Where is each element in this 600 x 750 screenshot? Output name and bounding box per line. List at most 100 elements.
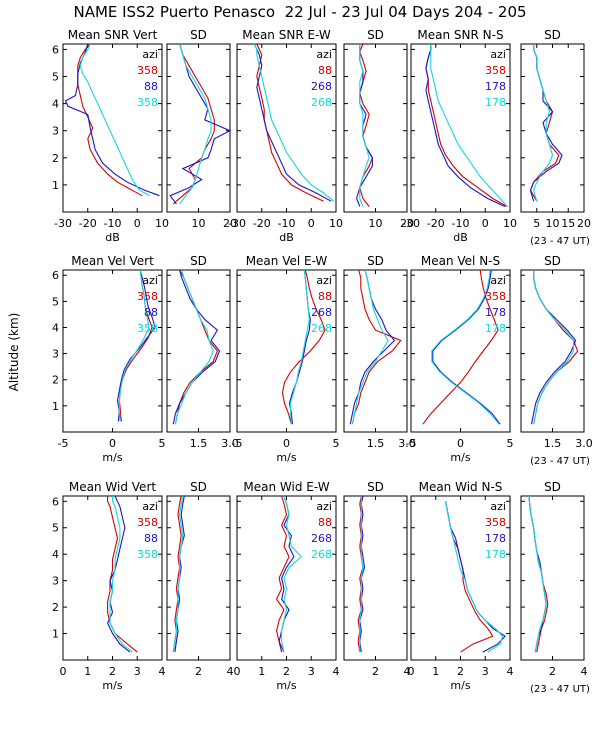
panel-frame bbox=[520, 269, 585, 433]
x-axis-label: dB bbox=[105, 231, 120, 244]
x-tick-label: 0 bbox=[408, 665, 415, 678]
panel-frame bbox=[166, 269, 231, 433]
x-tick-label: 2 bbox=[549, 665, 556, 678]
x-tick-label: 0 bbox=[457, 437, 464, 450]
panel-10 bbox=[343, 269, 408, 433]
legend-header: azi bbox=[316, 274, 332, 287]
panel-2 bbox=[166, 43, 232, 213]
panel-title: Mean Wid N-S bbox=[419, 480, 503, 494]
legend-entry-blue: 88 bbox=[144, 80, 158, 93]
series-line-cyan bbox=[351, 269, 389, 425]
x-tick-label: 5 bbox=[333, 437, 340, 450]
x-tick-label: 2 bbox=[372, 665, 379, 678]
panel-frame bbox=[166, 495, 231, 661]
y-tick-label: 5 bbox=[52, 71, 59, 84]
x-axis-label: m/s bbox=[450, 679, 470, 692]
x-tick-label: 4 bbox=[404, 665, 411, 678]
legend-entry-red: 358 bbox=[137, 290, 158, 303]
y-tick-label: 3 bbox=[52, 348, 59, 361]
x-tick-label: 2 bbox=[195, 665, 202, 678]
legend-entry-red: 88 bbox=[318, 290, 332, 303]
panel-title: SD bbox=[544, 480, 561, 494]
x-tick-label: -30 bbox=[402, 217, 420, 230]
y-tick-label: 2 bbox=[52, 152, 59, 165]
x-tick-label: 4 bbox=[581, 665, 588, 678]
panel-title: Mean Vel N-S bbox=[421, 254, 500, 268]
series-line-cyan bbox=[172, 495, 184, 653]
legend-entry-red: 358 bbox=[485, 290, 506, 303]
x-tick-label: 1 bbox=[258, 665, 265, 678]
x-tick-label: 2 bbox=[109, 665, 116, 678]
x-tick-label: 5 bbox=[159, 437, 166, 450]
x-tick-label: 1 bbox=[432, 665, 439, 678]
panel-11 bbox=[410, 269, 511, 433]
x-tick-label: 3.0 bbox=[575, 437, 593, 450]
series-line-cyan bbox=[281, 495, 303, 653]
series-line-blue bbox=[116, 269, 156, 422]
panel-title: SD bbox=[190, 254, 207, 268]
legend-entry-blue: 268 bbox=[311, 306, 332, 319]
series-line-blue bbox=[64, 43, 160, 197]
panel-title: SD bbox=[190, 28, 207, 42]
x-axis-label: m/s bbox=[102, 679, 122, 692]
legend-header: azi bbox=[142, 48, 158, 61]
x-tick-label: 10 bbox=[329, 217, 343, 230]
legend-header: azi bbox=[490, 274, 506, 287]
panel-title: Mean Wid Vert bbox=[69, 480, 156, 494]
x-tick-label: -30 bbox=[228, 217, 246, 230]
panel-4 bbox=[343, 43, 408, 213]
series-line-red bbox=[77, 43, 143, 197]
panel-7 bbox=[62, 269, 163, 433]
series-line-cyan bbox=[253, 43, 334, 202]
x-tick-label: -5 bbox=[58, 437, 69, 450]
legend-header: azi bbox=[490, 500, 506, 513]
y-tick-label: 5 bbox=[52, 522, 59, 535]
ut-note: (23 - 47 UT) bbox=[530, 236, 590, 247]
panel-frame bbox=[343, 495, 408, 661]
series-line-blue bbox=[174, 495, 185, 653]
x-tick-label: 0 bbox=[308, 217, 315, 230]
series-line-blue bbox=[425, 44, 506, 208]
y-tick-label: 4 bbox=[52, 98, 59, 111]
legend-header: azi bbox=[316, 48, 332, 61]
x-tick-label: 20 bbox=[223, 217, 237, 230]
panel-frame bbox=[520, 495, 585, 661]
x-tick-label: 0 bbox=[283, 437, 290, 450]
x-tick-label: 4 bbox=[507, 665, 514, 678]
x-tick-label: 15 bbox=[561, 217, 575, 230]
series-line-blue bbox=[253, 43, 332, 202]
y-axis-label: Altitude (km) bbox=[7, 313, 21, 392]
x-axis-label: dB bbox=[279, 231, 294, 244]
series-line-red bbox=[351, 269, 402, 425]
y-tick-label: 1 bbox=[52, 179, 59, 192]
x-tick-label: -10 bbox=[452, 217, 470, 230]
x-tick-label: 20 bbox=[400, 217, 414, 230]
series-line-cyan bbox=[118, 269, 150, 422]
x-tick-label: 0 bbox=[60, 665, 67, 678]
x-tick-label: 3 bbox=[308, 665, 315, 678]
legend-entry-red: 358 bbox=[137, 64, 158, 77]
x-tick-label: 4 bbox=[159, 665, 166, 678]
x-tick-label: 3.0 bbox=[221, 437, 239, 450]
y-tick-label: 1 bbox=[52, 628, 59, 641]
x-tick-label: 10 bbox=[155, 217, 169, 230]
legend-entry-cyan: 358 bbox=[137, 322, 158, 335]
legend-entry-blue: 178 bbox=[485, 80, 506, 93]
y-tick-label: 4 bbox=[52, 548, 59, 561]
panel-title: Mean SNR N-S bbox=[417, 28, 503, 42]
panel-frame bbox=[343, 43, 408, 213]
series-line-cyan bbox=[179, 43, 212, 205]
panel-title: Mean Wid E-W bbox=[243, 480, 329, 494]
legend-entry-cyan: 178 bbox=[485, 96, 506, 109]
series-line-cyan bbox=[533, 44, 554, 202]
panel-18 bbox=[520, 495, 585, 661]
series-line-blue bbox=[356, 44, 373, 207]
panel-title: SD bbox=[367, 28, 384, 42]
ut-note: (23 - 47 UT) bbox=[530, 456, 590, 467]
x-tick-label: 2 bbox=[283, 665, 290, 678]
y-tick-label: 2 bbox=[52, 601, 59, 614]
legend-entry-cyan: 268 bbox=[311, 96, 332, 109]
panel-title: SD bbox=[190, 480, 207, 494]
x-tick-label: 1 bbox=[84, 665, 91, 678]
